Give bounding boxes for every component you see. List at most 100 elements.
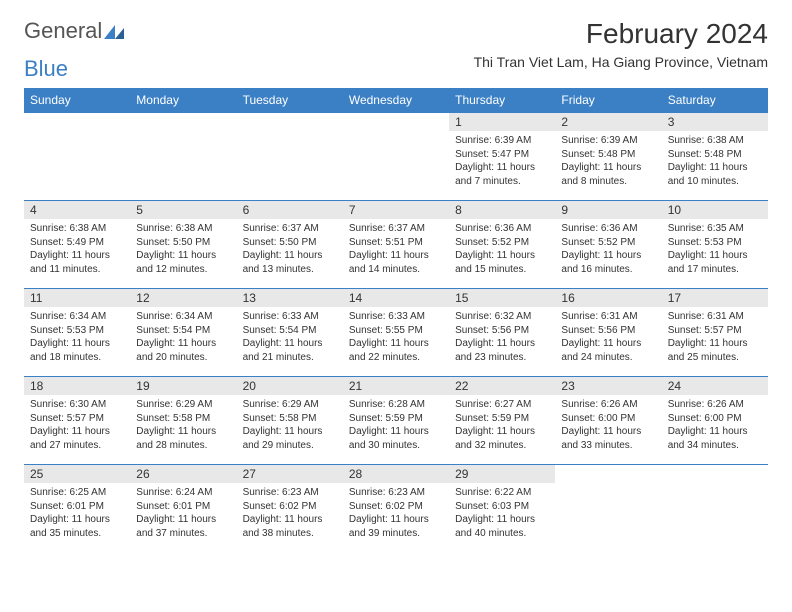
day-number: 21	[343, 377, 449, 395]
calendar-cell	[662, 465, 768, 553]
day-number: 13	[237, 289, 343, 307]
day-header: Sunday	[24, 88, 130, 113]
calendar-cell: 3Sunrise: 6:38 AMSunset: 5:48 PMDaylight…	[662, 113, 768, 201]
day-number: 19	[130, 377, 236, 395]
day-number: 18	[24, 377, 130, 395]
calendar-cell: 17Sunrise: 6:31 AMSunset: 5:57 PMDayligh…	[662, 289, 768, 377]
calendar-cell: 22Sunrise: 6:27 AMSunset: 5:59 PMDayligh…	[449, 377, 555, 465]
logo-text-1: General	[24, 18, 102, 44]
day-content: Sunrise: 6:22 AMSunset: 6:03 PMDaylight:…	[449, 483, 555, 544]
calendar-cell: 19Sunrise: 6:29 AMSunset: 5:58 PMDayligh…	[130, 377, 236, 465]
day-header: Tuesday	[237, 88, 343, 113]
day-number: 16	[555, 289, 661, 307]
calendar-row: 1Sunrise: 6:39 AMSunset: 5:47 PMDaylight…	[24, 113, 768, 201]
day-header: Wednesday	[343, 88, 449, 113]
day-content: Sunrise: 6:38 AMSunset: 5:48 PMDaylight:…	[662, 131, 768, 192]
logo-icon	[104, 22, 126, 40]
calendar-cell: 27Sunrise: 6:23 AMSunset: 6:02 PMDayligh…	[237, 465, 343, 553]
calendar-cell: 12Sunrise: 6:34 AMSunset: 5:54 PMDayligh…	[130, 289, 236, 377]
day-content: Sunrise: 6:25 AMSunset: 6:01 PMDaylight:…	[24, 483, 130, 544]
day-number: 7	[343, 201, 449, 219]
day-content: Sunrise: 6:37 AMSunset: 5:51 PMDaylight:…	[343, 219, 449, 280]
calendar-cell: 24Sunrise: 6:26 AMSunset: 6:00 PMDayligh…	[662, 377, 768, 465]
day-number: 6	[237, 201, 343, 219]
day-header: Friday	[555, 88, 661, 113]
day-number: 22	[449, 377, 555, 395]
day-content: Sunrise: 6:29 AMSunset: 5:58 PMDaylight:…	[130, 395, 236, 456]
day-header: Monday	[130, 88, 236, 113]
logo: General	[24, 18, 126, 44]
calendar-cell: 6Sunrise: 6:37 AMSunset: 5:50 PMDaylight…	[237, 201, 343, 289]
day-number: 14	[343, 289, 449, 307]
day-header: Thursday	[449, 88, 555, 113]
calendar-cell: 10Sunrise: 6:35 AMSunset: 5:53 PMDayligh…	[662, 201, 768, 289]
day-content: Sunrise: 6:30 AMSunset: 5:57 PMDaylight:…	[24, 395, 130, 456]
day-number: 9	[555, 201, 661, 219]
calendar-cell	[343, 113, 449, 201]
calendar-cell	[237, 113, 343, 201]
day-content: Sunrise: 6:38 AMSunset: 5:50 PMDaylight:…	[130, 219, 236, 280]
calendar-cell: 11Sunrise: 6:34 AMSunset: 5:53 PMDayligh…	[24, 289, 130, 377]
day-number: 1	[449, 113, 555, 131]
day-content: Sunrise: 6:33 AMSunset: 5:55 PMDaylight:…	[343, 307, 449, 368]
day-content: Sunrise: 6:26 AMSunset: 6:00 PMDaylight:…	[662, 395, 768, 456]
day-content: Sunrise: 6:28 AMSunset: 5:59 PMDaylight:…	[343, 395, 449, 456]
day-content: Sunrise: 6:27 AMSunset: 5:59 PMDaylight:…	[449, 395, 555, 456]
calendar-cell: 7Sunrise: 6:37 AMSunset: 5:51 PMDaylight…	[343, 201, 449, 289]
day-number: 24	[662, 377, 768, 395]
calendar-cell: 13Sunrise: 6:33 AMSunset: 5:54 PMDayligh…	[237, 289, 343, 377]
calendar-cell: 29Sunrise: 6:22 AMSunset: 6:03 PMDayligh…	[449, 465, 555, 553]
day-number: 27	[237, 465, 343, 483]
calendar-cell	[24, 113, 130, 201]
logo-text-2: Blue	[24, 56, 768, 82]
calendar-cell: 18Sunrise: 6:30 AMSunset: 5:57 PMDayligh…	[24, 377, 130, 465]
day-number: 5	[130, 201, 236, 219]
calendar-row: 11Sunrise: 6:34 AMSunset: 5:53 PMDayligh…	[24, 289, 768, 377]
day-number: 12	[130, 289, 236, 307]
calendar-cell: 15Sunrise: 6:32 AMSunset: 5:56 PMDayligh…	[449, 289, 555, 377]
day-number: 26	[130, 465, 236, 483]
day-content: Sunrise: 6:36 AMSunset: 5:52 PMDaylight:…	[449, 219, 555, 280]
day-content: Sunrise: 6:23 AMSunset: 6:02 PMDaylight:…	[343, 483, 449, 544]
day-number: 23	[555, 377, 661, 395]
day-content: Sunrise: 6:23 AMSunset: 6:02 PMDaylight:…	[237, 483, 343, 544]
day-content: Sunrise: 6:31 AMSunset: 5:56 PMDaylight:…	[555, 307, 661, 368]
day-number: 8	[449, 201, 555, 219]
calendar-cell: 5Sunrise: 6:38 AMSunset: 5:50 PMDaylight…	[130, 201, 236, 289]
day-content: Sunrise: 6:24 AMSunset: 6:01 PMDaylight:…	[130, 483, 236, 544]
day-number: 17	[662, 289, 768, 307]
day-content: Sunrise: 6:26 AMSunset: 6:00 PMDaylight:…	[555, 395, 661, 456]
day-number: 11	[24, 289, 130, 307]
day-content: Sunrise: 6:38 AMSunset: 5:49 PMDaylight:…	[24, 219, 130, 280]
day-number: 20	[237, 377, 343, 395]
calendar-cell: 8Sunrise: 6:36 AMSunset: 5:52 PMDaylight…	[449, 201, 555, 289]
calendar-cell: 4Sunrise: 6:38 AMSunset: 5:49 PMDaylight…	[24, 201, 130, 289]
calendar-cell: 14Sunrise: 6:33 AMSunset: 5:55 PMDayligh…	[343, 289, 449, 377]
calendar-cell: 2Sunrise: 6:39 AMSunset: 5:48 PMDaylight…	[555, 113, 661, 201]
day-number: 15	[449, 289, 555, 307]
calendar-cell: 25Sunrise: 6:25 AMSunset: 6:01 PMDayligh…	[24, 465, 130, 553]
day-number: 10	[662, 201, 768, 219]
calendar-cell	[130, 113, 236, 201]
calendar-cell: 28Sunrise: 6:23 AMSunset: 6:02 PMDayligh…	[343, 465, 449, 553]
day-content: Sunrise: 6:36 AMSunset: 5:52 PMDaylight:…	[555, 219, 661, 280]
day-content: Sunrise: 6:34 AMSunset: 5:53 PMDaylight:…	[24, 307, 130, 368]
day-content: Sunrise: 6:37 AMSunset: 5:50 PMDaylight:…	[237, 219, 343, 280]
calendar-body: 1Sunrise: 6:39 AMSunset: 5:47 PMDaylight…	[24, 113, 768, 553]
day-number: 2	[555, 113, 661, 131]
calendar-row: 25Sunrise: 6:25 AMSunset: 6:01 PMDayligh…	[24, 465, 768, 553]
calendar-cell: 20Sunrise: 6:29 AMSunset: 5:58 PMDayligh…	[237, 377, 343, 465]
calendar-row: 18Sunrise: 6:30 AMSunset: 5:57 PMDayligh…	[24, 377, 768, 465]
calendar-cell: 23Sunrise: 6:26 AMSunset: 6:00 PMDayligh…	[555, 377, 661, 465]
day-content: Sunrise: 6:32 AMSunset: 5:56 PMDaylight:…	[449, 307, 555, 368]
day-content: Sunrise: 6:35 AMSunset: 5:53 PMDaylight:…	[662, 219, 768, 280]
day-content: Sunrise: 6:39 AMSunset: 5:48 PMDaylight:…	[555, 131, 661, 192]
calendar-row: 4Sunrise: 6:38 AMSunset: 5:49 PMDaylight…	[24, 201, 768, 289]
day-header-row: SundayMondayTuesdayWednesdayThursdayFrid…	[24, 88, 768, 113]
calendar-cell: 16Sunrise: 6:31 AMSunset: 5:56 PMDayligh…	[555, 289, 661, 377]
calendar-table: SundayMondayTuesdayWednesdayThursdayFrid…	[24, 88, 768, 553]
month-title: February 2024	[474, 18, 768, 50]
day-content: Sunrise: 6:29 AMSunset: 5:58 PMDaylight:…	[237, 395, 343, 456]
day-header: Saturday	[662, 88, 768, 113]
day-number: 25	[24, 465, 130, 483]
